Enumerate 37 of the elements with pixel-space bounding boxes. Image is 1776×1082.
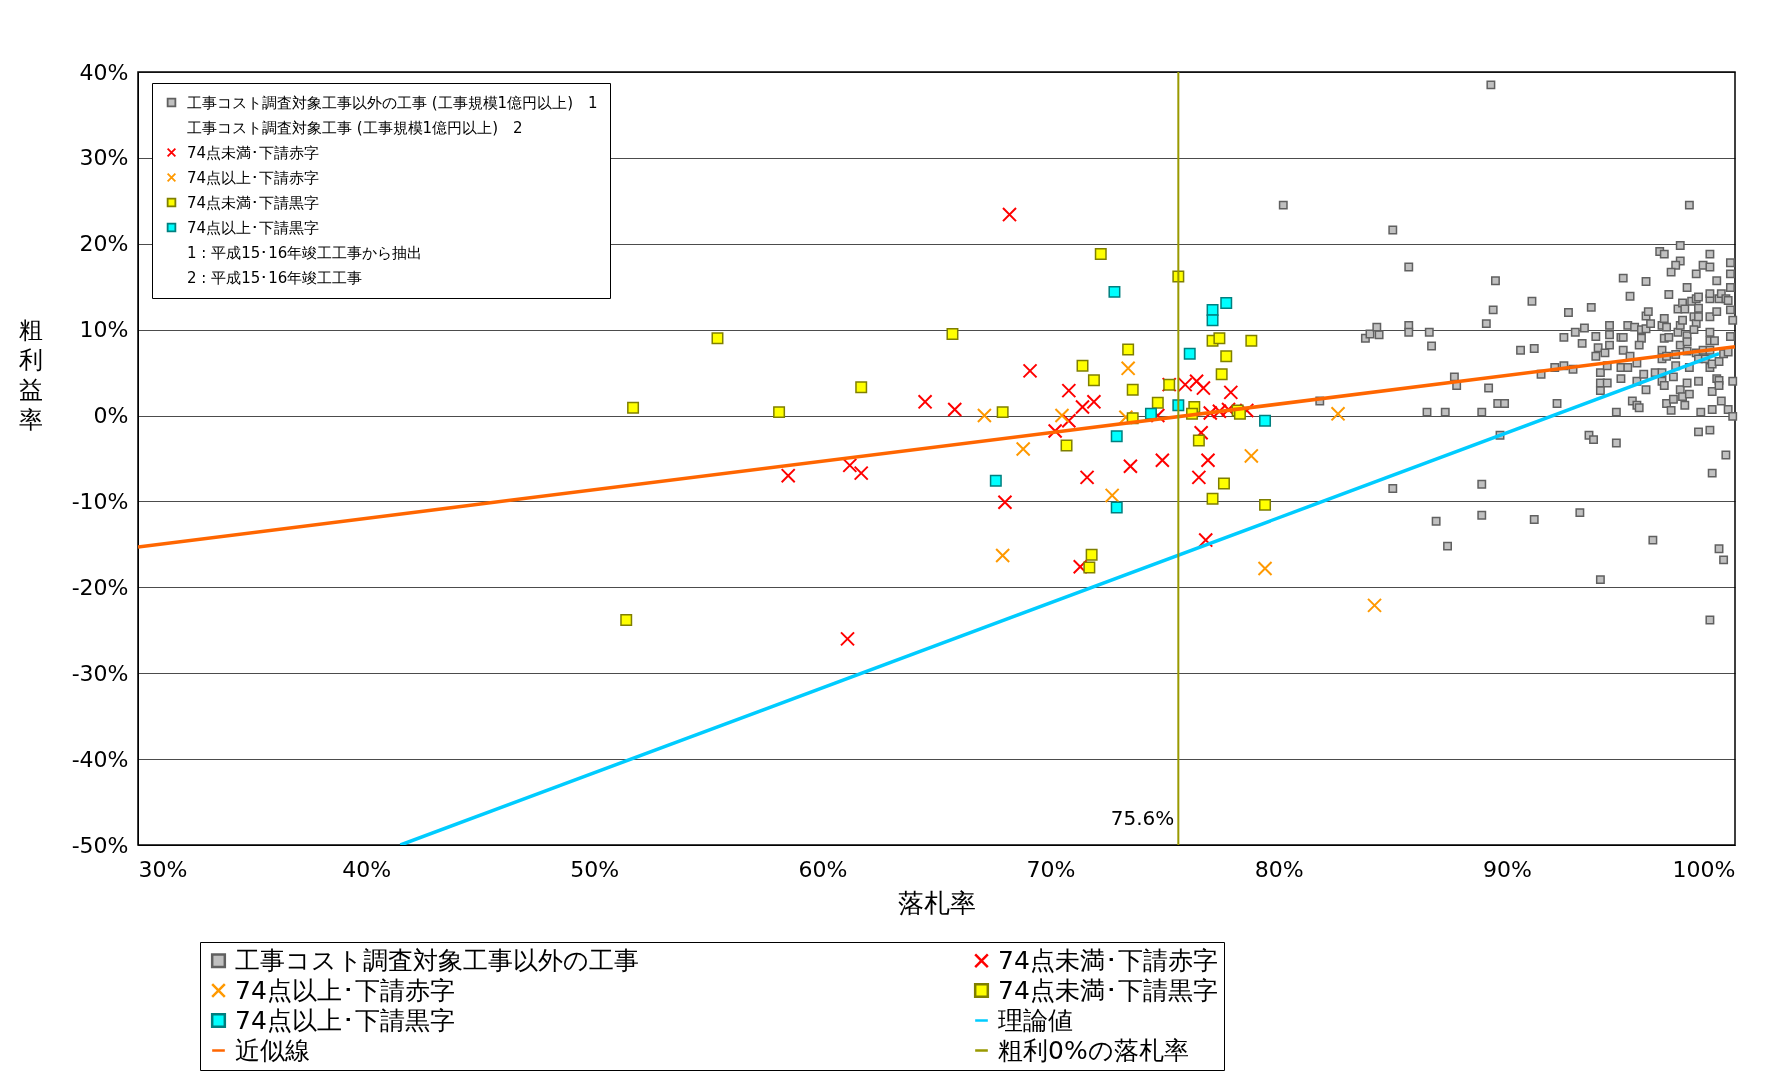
y-tick-label: -50%	[71, 832, 129, 858]
text: 74点以上･下請赤字	[187, 168, 320, 187]
x-tick-label: 60%	[798, 856, 848, 882]
legend-label: 理論値	[998, 1005, 1073, 1035]
text: 74点未満･下請黒字	[998, 975, 1218, 1005]
legend-label: 74点未満･下請赤字	[998, 945, 1218, 975]
annotation: 1 : 平成15･16年竣工工事から抽出	[187, 243, 423, 262]
y-tick-label: -20%	[71, 574, 129, 600]
annotation: 75.6%	[1110, 806, 1175, 831]
annotation: 2 : 平成15･16年竣工工事	[187, 268, 363, 287]
x-tick-label: 40%	[342, 856, 392, 882]
y-tick-label: -40%	[71, 746, 129, 772]
legend-label: 74点以上･下請赤字	[235, 975, 455, 1005]
x-tick-label: 90%	[1482, 856, 1532, 882]
annotation: 工事コスト調査対象工事 (工事規模1億円以上) 2	[187, 118, 523, 137]
x-tick-label: 50%	[570, 856, 620, 882]
x-tick-label: 100%	[1672, 856, 1736, 882]
y-axis-title: 粗利益率	[18, 316, 43, 435]
annotation: 工事コスト調査対象工事以外の工事 (工事規模1億円以上) 1	[187, 93, 598, 112]
y-tick-label: 0%	[93, 403, 129, 429]
y-tick-label: 30%	[79, 145, 129, 171]
text: 74点以上･下請黒字	[235, 1005, 455, 1035]
x-tick-label: 80%	[1254, 856, 1304, 882]
x-axis-title: 落札率	[898, 887, 976, 918]
legend-label: 工事コスト調査対象工事以外の工事	[235, 945, 639, 975]
y-tick-label: 40%	[79, 59, 129, 85]
text: 74点未満･下請赤字	[187, 143, 320, 162]
legend-label: 74点未満･下請黒字	[187, 193, 320, 212]
legend-label: 近似線	[235, 1035, 310, 1065]
y-tick-label: 10%	[79, 317, 129, 343]
x-tick-label: 30%	[138, 856, 188, 882]
legend-label: 粗利0%の落札率	[998, 1035, 1189, 1065]
y-tick-label: -10%	[71, 488, 129, 514]
y-tick-label: -30%	[71, 660, 129, 686]
x-tick-label: 70%	[1026, 856, 1076, 882]
legend-label: 74点以上･下請黒字	[187, 218, 320, 237]
y-tick-label: 20%	[79, 231, 129, 257]
